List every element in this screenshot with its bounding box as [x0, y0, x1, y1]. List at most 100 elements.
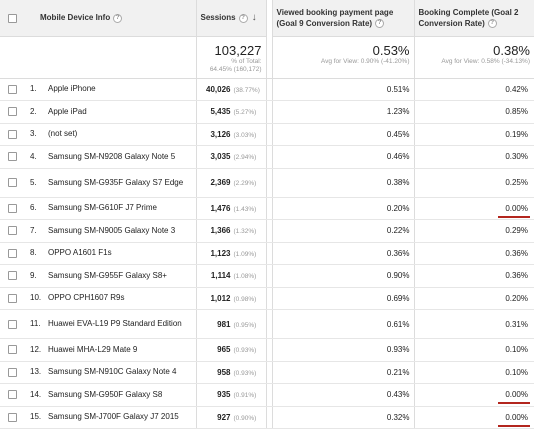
device-name-link[interactable]: (not set)	[48, 129, 78, 139]
device-name-link[interactable]: Huawei EVA-L19 P9 Standard Edition	[48, 319, 182, 328]
row-checkbox[interactable]	[7, 319, 17, 329]
row-checkbox[interactable]	[7, 367, 17, 377]
table-row: 11. Huawei EVA-L19 P9 Standard Edition 981…	[0, 309, 534, 339]
row-number: 9.	[30, 270, 37, 280]
row-check-cell	[0, 338, 24, 362]
column-header-sessions-label: Sessions	[200, 13, 236, 23]
goal2-value: 0.10%	[505, 367, 528, 377]
row-checkbox[interactable]	[7, 345, 17, 355]
row-checkbox[interactable]	[7, 152, 17, 162]
row-checkbox[interactable]	[7, 178, 17, 188]
sessions-value: 2,369	[210, 178, 231, 187]
device-name-link[interactable]: Samsung SM-G955F Galaxy S8+	[48, 270, 167, 280]
device-name-link[interactable]: Samsung SM-G950F Galaxy S8	[48, 389, 163, 399]
column-divider	[266, 197, 273, 220]
column-header-goal9[interactable]: Viewed booking payment page (Goal 9 Conv…	[272, 0, 415, 37]
row-check-cell	[0, 242, 24, 265]
goal2-value: 0.25%	[505, 178, 528, 187]
device-name-link[interactable]: Samsung SM-N9005 Galaxy Note 3	[48, 225, 176, 235]
sessions-value: 40,026	[206, 84, 231, 94]
table-row: 6. Samsung SM-G610F J7 Prime 1,476 (1.43%) 0…	[0, 197, 534, 220]
device-name-link[interactable]: Samsung SM-N9208 Galaxy Note 5	[48, 151, 176, 161]
goal9-total-rate: 0.53%	[372, 42, 410, 58]
row-number: 3.	[30, 129, 37, 139]
device-cell: 13. Samsung SM-N910C Galaxy Note 4	[24, 361, 197, 384]
report-table: Mobile Device Info? Sessions? ↓ Viewed bo…	[0, 0, 534, 429]
row-checkbox[interactable]	[7, 293, 17, 303]
device-cell: 6. Samsung SM-G610F J7 Prime	[24, 197, 197, 220]
device-name-link[interactable]: Apple iPhone	[48, 84, 96, 94]
row-check-cell	[0, 197, 24, 220]
sessions-cell: 1,366 (1.32%)	[196, 219, 267, 243]
row-check-cell	[0, 123, 24, 146]
select-all-checkbox[interactable]	[7, 13, 17, 23]
device-name-link[interactable]: Samsung SM-G935F Galaxy S7 Edge	[48, 177, 184, 187]
device-name-link[interactable]: OPPO CPH1607 R9s	[48, 293, 125, 303]
row-checkbox[interactable]	[7, 226, 17, 236]
device-cell: 2. Apple iPad	[24, 100, 197, 124]
help-icon[interactable]: ?	[375, 19, 385, 29]
row-checkbox[interactable]	[7, 412, 17, 422]
goal9-value: 0.32%	[386, 412, 410, 422]
goal9-value: 0.20%	[386, 203, 410, 213]
row-checkbox[interactable]	[7, 84, 17, 94]
sessions-value: 3,126	[210, 129, 231, 139]
goal9-cell: 0.90%	[272, 264, 415, 288]
row-number: 10.	[30, 293, 42, 303]
row-checkbox[interactable]	[7, 203, 17, 213]
sessions-cell: 40,026 (38.77%)	[196, 78, 267, 101]
row-checkbox[interactable]	[7, 129, 17, 139]
table-header-row: Mobile Device Info? Sessions? ↓ Viewed bo…	[0, 0, 534, 37]
row-checkbox[interactable]	[7, 248, 17, 258]
device-name-link[interactable]: OPPO A1601 F1s	[48, 248, 112, 258]
help-icon[interactable]: ?	[487, 19, 497, 29]
sessions-percent: (0.93%)	[233, 347, 257, 355]
goal2-value: 0.36%	[505, 271, 528, 281]
row-check-cell	[0, 406, 24, 429]
column-divider	[266, 168, 273, 198]
help-icon[interactable]: ?	[113, 13, 123, 23]
device-name-link[interactable]: Huawei MHA-L29 Mate 9	[48, 344, 138, 354]
sessions-value: 965	[217, 345, 231, 355]
column-header-sessions[interactable]: Sessions? ↓	[196, 0, 267, 37]
goal2-total-rate: 0.38%	[493, 42, 530, 58]
sessions-value: 1,476	[210, 203, 231, 213]
sort-arrow-down-icon[interactable]: ↓	[251, 12, 257, 24]
sessions-cell: 1,476 (1.43%)	[196, 197, 267, 220]
column-header-device[interactable]: Mobile Device Info?	[24, 0, 197, 37]
goal9-avg-for-view: Avg for View: 0.90% (-41.20%)	[320, 57, 410, 65]
device-name-link[interactable]: Samsung SM-N910C Galaxy Note 4	[48, 367, 177, 377]
row-number: 13.	[30, 367, 42, 377]
row-checkbox[interactable]	[7, 390, 17, 400]
column-header-goal2[interactable]: Booking Complete (Goal 2 Conversion Rate…	[414, 0, 534, 37]
goal9-cell: 0.69%	[272, 287, 415, 310]
sessions-value: 1,123	[210, 248, 231, 258]
row-checkbox[interactable]	[7, 271, 17, 281]
table-row: 13. Samsung SM-N910C Galaxy Note 4 958 (0.9…	[0, 361, 534, 384]
device-cell: 8. OPPO A1601 F1s	[24, 242, 197, 265]
help-icon[interactable]: ?	[238, 13, 248, 23]
column-divider	[266, 242, 273, 265]
goal9-cell: 0.38%	[272, 168, 415, 198]
row-number: 4.	[30, 151, 37, 161]
device-cell: 3. (not set)	[24, 123, 197, 146]
device-name-link[interactable]: Samsung SM-J700F Galaxy J7 2015	[48, 412, 179, 422]
column-divider	[266, 36, 273, 79]
goal9-cell: 0.93%	[272, 338, 415, 362]
goal2-cell: 0.10%	[414, 361, 534, 384]
row-number: 1.	[30, 84, 37, 94]
sessions-cell: 927 (0.90%)	[196, 406, 267, 429]
sessions-percent: (1.08%)	[233, 273, 257, 281]
row-checkbox[interactable]	[7, 107, 17, 117]
sessions-value: 927	[217, 412, 231, 422]
sessions-percent: (5.27%)	[233, 109, 257, 117]
device-name-link[interactable]: Apple iPad	[48, 106, 87, 116]
goal2-cell: 0.00%	[414, 383, 534, 407]
table-row: 15. Samsung SM-J700F Galaxy J7 2015 927 (0.…	[0, 406, 534, 429]
sessions-percent: (0.90%)	[233, 414, 257, 422]
goal2-value: 0.30%	[505, 152, 528, 162]
goal2-cell: 0.85%	[414, 100, 534, 124]
device-name-link[interactable]: Samsung SM-G610F J7 Prime	[48, 203, 157, 213]
sessions-cell: 981 (0.95%)	[196, 309, 267, 339]
sessions-cell: 3,126 (3.03%)	[196, 123, 267, 146]
